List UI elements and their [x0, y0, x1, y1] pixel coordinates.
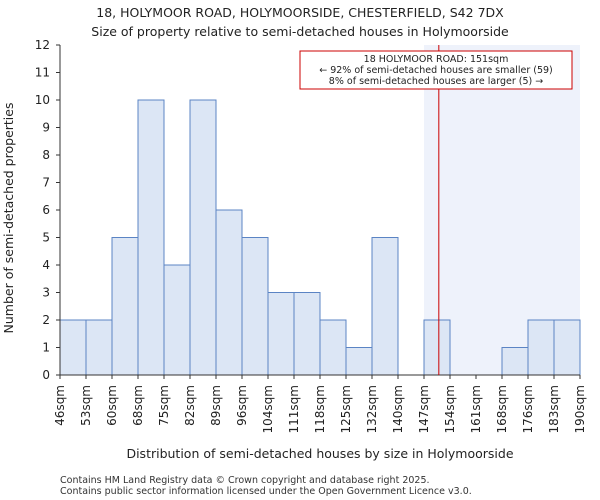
annotation-line-3: 8% of semi-detached houses are larger (5…: [329, 76, 543, 87]
x-axis-label: Distribution of semi-detached houses by …: [126, 446, 513, 461]
bar-111sqm: [293, 292, 321, 376]
y-axis-label: Number of semi-detached properties: [1, 103, 16, 334]
y-tick-label-11: 11: [35, 66, 50, 80]
x-tick-label-75sqm: 75sqm: [157, 385, 171, 426]
x-tick-label-132sqm: 132sqm: [365, 385, 379, 433]
bar-53sqm: [85, 319, 113, 376]
y-tick-label-0: 0: [42, 368, 50, 382]
y-tick-label-4: 4: [42, 258, 50, 272]
bar-75sqm: [163, 264, 191, 376]
x-tick-label-46sqm: 46sqm: [53, 385, 67, 426]
x-tick-label-82sqm: 82sqm: [183, 385, 197, 426]
bar-176sqm: [527, 319, 555, 376]
y-tick-label-8: 8: [42, 148, 50, 162]
y-tick-label-10: 10: [35, 93, 50, 107]
bar-147sqm: [423, 319, 451, 376]
x-tick-label-60sqm: 60sqm: [105, 385, 119, 426]
x-tick-label-176sqm: 176sqm: [521, 385, 535, 433]
x-tick-label-140sqm: 140sqm: [391, 385, 405, 433]
x-tick-label-111sqm: 111sqm: [287, 385, 301, 433]
bar-82sqm: [189, 99, 217, 376]
bar-46sqm: [59, 319, 87, 376]
x-tick-label-154sqm: 154sqm: [443, 385, 457, 433]
x-tick-label-96sqm: 96sqm: [235, 385, 249, 426]
y-tick-label-7: 7: [42, 176, 50, 190]
bar-89sqm: [215, 209, 243, 376]
annotation-line-2: ← 92% of semi-detached houses are smalle…: [319, 65, 553, 76]
x-tick-label-168sqm: 168sqm: [495, 385, 509, 433]
x-tick-label-118sqm: 118sqm: [313, 385, 327, 433]
y-tick-label-5: 5: [42, 231, 50, 245]
bar-96sqm: [241, 237, 269, 376]
y-tick-label-2: 2: [42, 313, 50, 327]
bar-183sqm: [553, 319, 581, 376]
bar-104sqm: [267, 292, 295, 376]
annotation-box: 18 HOLYMOOR ROAD: 151sqm ← 92% of semi-d…: [299, 50, 573, 90]
footer-line-1: Contains HM Land Registry data © Crown c…: [60, 475, 430, 486]
x-tick-label-147sqm: 147sqm: [417, 385, 431, 433]
y-tick-label-6: 6: [42, 203, 50, 217]
bar-132sqm: [371, 237, 399, 376]
y-tick-label-1: 1: [42, 341, 50, 355]
x-tick-label-161sqm: 161sqm: [469, 385, 483, 433]
x-tick-label-125sqm: 125sqm: [339, 385, 353, 433]
x-tick-label-53sqm: 53sqm: [79, 385, 93, 426]
bar-118sqm: [319, 319, 347, 376]
y-tick-label-12: 12: [35, 38, 50, 52]
bar-60sqm: [111, 237, 139, 376]
chart-subtitle: Size of property relative to semi-detach…: [91, 24, 509, 39]
bar-68sqm: [137, 99, 165, 376]
x-tick-label-89sqm: 89sqm: [209, 385, 223, 426]
x-tick-label-68sqm: 68sqm: [131, 385, 145, 426]
bar-168sqm: [501, 347, 529, 376]
x-tick-label-183sqm: 183sqm: [547, 385, 561, 433]
annotation-frame: [299, 50, 573, 90]
x-tick-label-104sqm: 104sqm: [261, 385, 275, 433]
footer-line-2: Contains public sector information licen…: [60, 486, 472, 497]
bar-125sqm: [345, 347, 373, 376]
annotation-line-1: 18 HOLYMOOR ROAD: 151sqm: [364, 54, 509, 65]
x-tick-label-190sqm: 190sqm: [573, 385, 587, 433]
y-tick-label-9: 9: [42, 121, 50, 135]
chart-title: 18, HOLYMOOR ROAD, HOLYMOORSIDE, CHESTER…: [96, 5, 504, 20]
y-tick-label-3: 3: [42, 286, 50, 300]
